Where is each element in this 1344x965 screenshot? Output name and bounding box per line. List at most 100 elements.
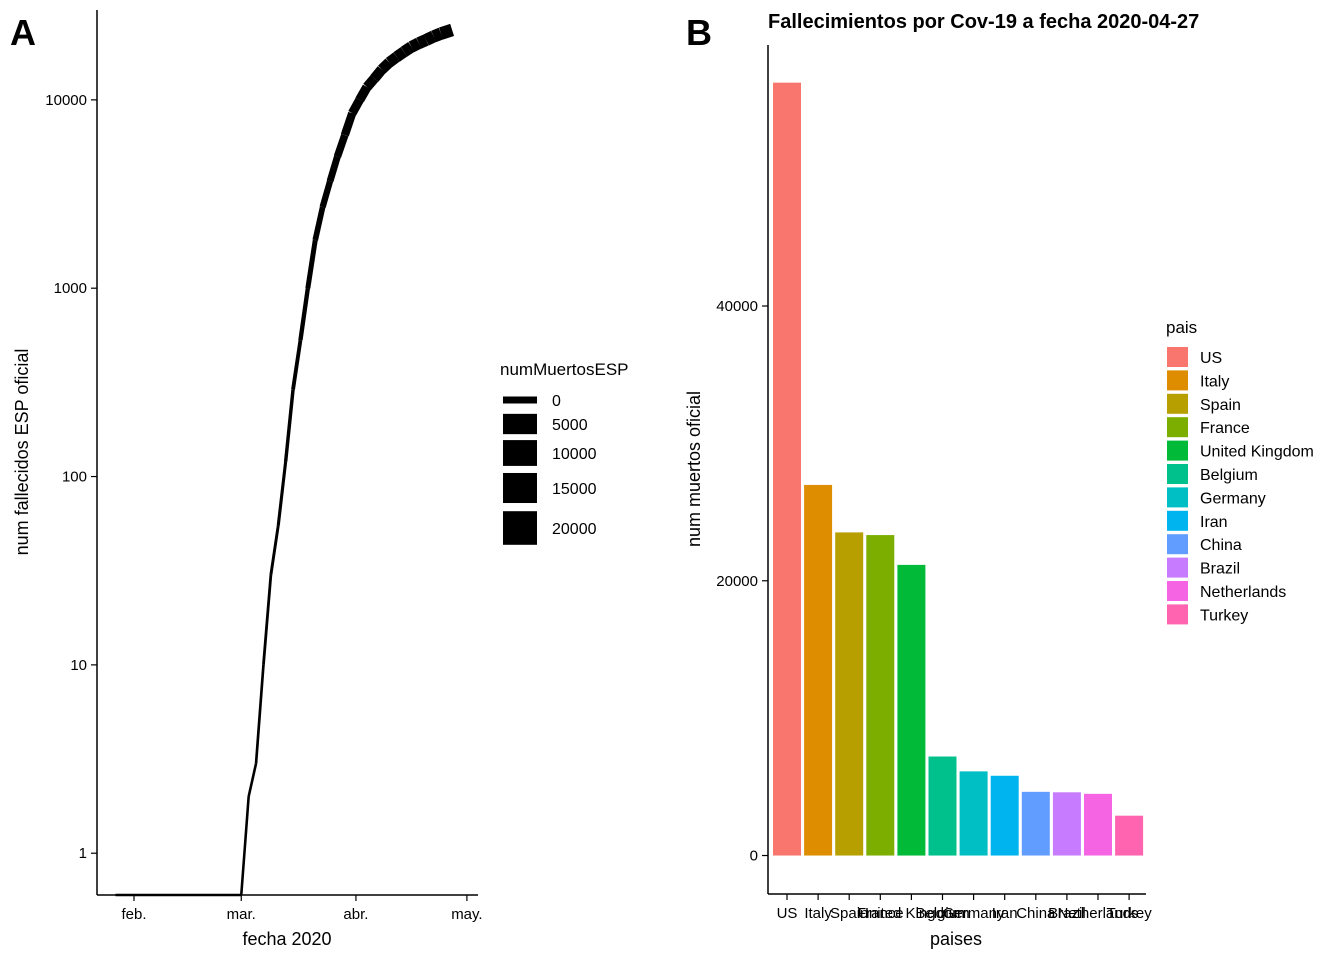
- panel-b-x-tick-label: Iran: [992, 905, 1018, 922]
- panel-a-line-segment: [239, 796, 250, 896]
- panel-b-letter: B: [686, 12, 712, 53]
- panel-a-y-tick-label: 100: [62, 469, 87, 486]
- panel-a-x-tick-label: feb.: [121, 906, 146, 923]
- panel-b-legend-swatch: [1167, 604, 1188, 625]
- panel-a-letter: A: [10, 12, 36, 53]
- panel-b-legend-swatch: [1167, 487, 1188, 508]
- panel-b-y-tick-label: 40000: [716, 298, 758, 315]
- panel-a-legend-label: 10000: [552, 446, 597, 463]
- panel-b-bar: [866, 535, 895, 856]
- panel-b-legend-label: Spain: [1200, 397, 1241, 414]
- panel-a-legend: 0 5000 10000 15000 20000: [503, 393, 597, 545]
- panel-a-line-segment: [439, 23, 455, 40]
- panel-b-bar: [1084, 793, 1112, 856]
- panel-b-y-tick-label: 20000: [716, 573, 758, 590]
- panel-a-line-segment: [363, 75, 379, 91]
- panel-b-legend-label: Iran: [1200, 514, 1228, 531]
- panel-b-legend-swatch: [1167, 534, 1188, 555]
- panel-b-bar: [897, 564, 926, 856]
- panel-a-line-segment: [400, 42, 415, 57]
- panel-b-legend-label: US: [1200, 350, 1222, 367]
- panel-a-line-segment: [431, 27, 444, 43]
- panel-a-x-tick-label: abr.: [343, 906, 368, 923]
- panel-b-legend-swatch: [1167, 464, 1188, 484]
- panel-a-legend-label: 5000: [552, 417, 588, 434]
- panel-a-legend-key: [503, 511, 537, 545]
- panel-b-y-tick-label: 0: [750, 848, 758, 865]
- panel-b-y-axis-title: num muertos oficial: [684, 391, 704, 547]
- panel-a-x-tick-label: may.: [451, 906, 482, 923]
- panel-b-bar: [835, 532, 864, 856]
- panel-b-bar: [1052, 792, 1081, 856]
- panel-a-line-segment: [254, 664, 265, 764]
- panel-b-bar: [1021, 791, 1050, 856]
- panel-b-x-tick-label: Turkey: [1106, 905, 1152, 922]
- panel-b-legend-swatch: [1167, 370, 1188, 391]
- panel-b-legend-label: France: [1200, 420, 1250, 437]
- panel-a-ticks: 1 10 100 1000 10000 feb. mar. abr. may.: [45, 92, 482, 923]
- panel-b-legend-title: pais: [1166, 318, 1197, 337]
- panel-b-legend-label: United Kingdom: [1200, 444, 1314, 461]
- panel-b-legend-swatch: [1167, 440, 1188, 461]
- panel-b-legend-label: Brazil: [1200, 561, 1240, 578]
- panel-b-x-tick-label: Germany: [943, 905, 1005, 922]
- panel-a-line-segment: [340, 111, 357, 137]
- panel-a-line-segment: [423, 30, 437, 46]
- panel-a-line-segment: [385, 52, 400, 67]
- panel-a-line-segment: [247, 763, 258, 797]
- panel-a-legend-label: 0: [552, 393, 561, 410]
- panel-a-line-segment: [291, 339, 303, 390]
- panel-a-line-segment: [283, 389, 295, 462]
- panel-b-legend-label: China: [1200, 537, 1242, 554]
- panel-a-y-tick-label: 10000: [45, 92, 87, 109]
- panel-b-legend-swatch: [1167, 347, 1188, 367]
- panel-a-y-tick-label: 1: [79, 845, 87, 862]
- panel-a-line-segment: [355, 84, 372, 103]
- panel-b-x-tick-label: United Kingdom: [858, 905, 965, 922]
- panel-a-line-segment: [370, 66, 386, 82]
- panel-a-y-tick-label: 10: [70, 657, 87, 674]
- panel-b-legend-label: Germany: [1200, 490, 1266, 507]
- panel-a-line-chart: 1 10 100 1000 10000 feb. mar. abr. may. fecha 20…: [12, 10, 629, 949]
- panel-a-line-segment: [378, 58, 393, 74]
- panel-b-chart-title: Fallecimientos por Cov-19 a fecha 2020-0…: [768, 11, 1199, 33]
- panel-a-line-segment: [348, 97, 364, 116]
- panel-b-bar: [928, 756, 957, 856]
- panel-a-line-segment: [408, 37, 422, 53]
- panel-b-legend-label: Turkey: [1200, 607, 1248, 624]
- panel-b-x-tick-label: Italy: [804, 905, 832, 922]
- panel-b-legend-swatch: [1167, 393, 1188, 414]
- panel-a-legend-label: 15000: [552, 481, 597, 498]
- panel-b-bar: [990, 775, 1019, 856]
- panel-a-line-segment: [333, 133, 349, 158]
- panel-a-line-segment: [305, 239, 318, 289]
- panel-a-y-tick-label: 1000: [54, 280, 87, 297]
- panel-a-line-segment: [393, 47, 408, 62]
- panel-a-y-axis-title: num fallecidos ESP oficial: [12, 349, 32, 556]
- panel-b-legend-swatch: [1167, 510, 1188, 531]
- panel-b-bar: [773, 82, 801, 856]
- panel-b-bar: [1115, 815, 1144, 856]
- panel-b-x-tick-label: France: [857, 905, 904, 922]
- panel-a-legend-title: numMuertosESP: [500, 360, 629, 379]
- panel-b-bar: [959, 771, 988, 856]
- panel-a-line-segment: [269, 525, 280, 576]
- panel-b-bar-chart: Fallecimientos por Cov-19 a fecha 2020-0…: [684, 11, 1314, 949]
- panel-b-bar: [804, 484, 833, 856]
- panel-b-x-tick-label: US: [777, 905, 798, 922]
- panel-a-legend-key: [503, 413, 537, 435]
- panel-a-legend-key: [503, 472, 537, 504]
- panel-b-bars: [773, 82, 1144, 856]
- panel-b-legend-swatch: [1167, 581, 1188, 601]
- panel-b-legend-label: Belgium: [1200, 467, 1258, 484]
- panel-b-x-tick-label: China: [1016, 905, 1056, 922]
- panel-a-line-segment: [262, 574, 273, 665]
- panel-a-legend-key: [503, 396, 537, 404]
- panel-a-line-segment: [326, 155, 341, 183]
- panel-b-x-tick-label: Brazil: [1048, 905, 1086, 922]
- panel-a-series: [115, 23, 455, 897]
- panel-a-legend-label: 20000: [552, 521, 597, 538]
